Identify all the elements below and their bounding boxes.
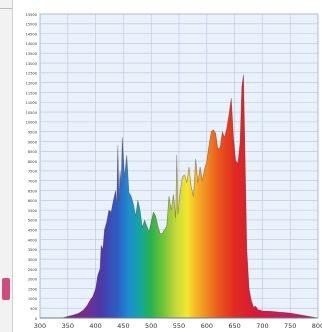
y-tick-label: 9000: [28, 140, 38, 144]
y-tick-label: 500: [30, 307, 38, 311]
x-tick-label: 650: [228, 322, 240, 330]
y-tick-label: 15500: [26, 13, 38, 17]
y-tick-label: 12000: [26, 81, 38, 85]
y-tick-label: 14000: [26, 42, 38, 46]
y-tick-label: 6000: [28, 199, 38, 203]
x-tick-label: 550: [173, 322, 185, 330]
y-tick-label: 4000: [28, 238, 38, 242]
y-tick-label: 11000: [26, 101, 38, 105]
y-tick-label: 4500: [28, 229, 38, 233]
y-tick-label: 1500: [28, 287, 38, 291]
x-tick-label: 750: [284, 322, 296, 330]
y-tick-label: 10000: [26, 121, 38, 125]
x-tick-label: 600: [201, 322, 213, 330]
y-tick-label: 14500: [26, 32, 38, 36]
y-tick-label: 2500: [28, 268, 38, 272]
y-tick-label: 5000: [28, 219, 38, 223]
x-tick-label: 450: [117, 322, 129, 330]
y-tick-label: 15000: [26, 23, 38, 27]
spectrum-series-area: [61, 74, 319, 319]
x-tick-label: 700: [256, 322, 268, 330]
x-tick-label: 350: [62, 322, 74, 330]
y-tick-label: 12500: [26, 72, 38, 76]
adjacent-spectrum-fragment: [2, 278, 10, 300]
y-tick-label: 13000: [26, 62, 38, 66]
y-tick-label: 10500: [26, 111, 38, 115]
y-tick-label: 11500: [26, 91, 38, 95]
y-tick-label: 8500: [28, 150, 38, 154]
y-tick-label: 8000: [28, 160, 38, 164]
y-tick-label: 3000: [28, 258, 38, 262]
panel-divider: [0, 8, 12, 9]
y-tick-label: 7500: [28, 170, 38, 174]
y-tick-label: 0: [35, 317, 38, 321]
y-tick-label: 5500: [28, 209, 38, 213]
y-tick-label: 1000: [28, 297, 38, 301]
x-tick-label: 800: [312, 322, 322, 330]
y-tick-label: 9500: [28, 130, 38, 134]
y-tick-label: 3500: [28, 248, 38, 252]
y-tick-label: 7000: [28, 180, 38, 184]
x-tick-label: 300: [34, 322, 46, 330]
y-tick-label: 2000: [28, 278, 38, 282]
adjacent-panel-edge: [0, 0, 13, 332]
y-tick-label: 13500: [26, 52, 38, 56]
x-tick-label: 400: [89, 322, 101, 330]
x-tick-label: 500: [145, 322, 157, 330]
y-tick-label: 6500: [28, 189, 38, 193]
